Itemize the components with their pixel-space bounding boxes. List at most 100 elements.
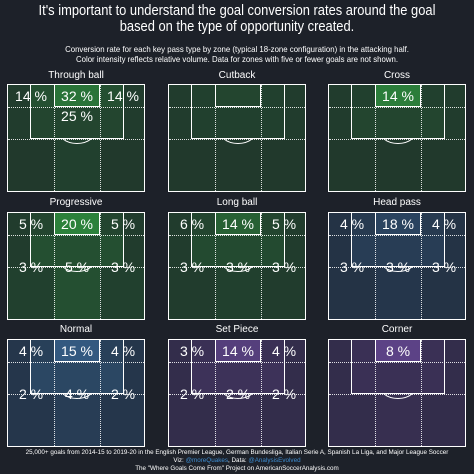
zone-center-mid bbox=[54, 267, 100, 319]
zone-goal-mouth bbox=[375, 85, 421, 107]
zone-goal-mouth bbox=[215, 213, 261, 235]
pitch-panel: 4 % 18 % 4 % 3 % 3 % 3 % bbox=[328, 212, 466, 320]
zone-value: 25 % bbox=[61, 108, 93, 124]
penalty-arc bbox=[62, 393, 92, 399]
zone-right-box bbox=[421, 340, 445, 362]
zone-divider bbox=[169, 394, 305, 395]
zone-right-mid bbox=[421, 267, 465, 319]
panel-title: Cross bbox=[383, 70, 411, 81]
zone-left-box bbox=[30, 213, 54, 235]
zone-value: 3 % bbox=[271, 259, 297, 275]
zone-value: 5 % bbox=[64, 259, 90, 275]
zone-goal-mouth bbox=[54, 213, 100, 235]
zone-divider bbox=[261, 213, 262, 319]
zone-goal-mouth bbox=[375, 213, 421, 235]
zone-divider bbox=[375, 213, 376, 319]
zone-right-box bbox=[100, 213, 124, 235]
footer-viz-handle[interactable]: @moreQuakes bbox=[185, 457, 229, 464]
zone-value: 15 % bbox=[61, 343, 93, 359]
zone-right-mid bbox=[421, 394, 465, 446]
zone-divider bbox=[215, 85, 216, 191]
zone-value: 5 % bbox=[271, 216, 297, 232]
zone-right-wide bbox=[124, 340, 144, 394]
zone-divider bbox=[329, 362, 465, 363]
zone-value: 14 % bbox=[222, 216, 254, 232]
zone-center-mid bbox=[375, 139, 421, 191]
zone-value: 4 % bbox=[431, 216, 457, 232]
zone-value: 3 % bbox=[339, 259, 365, 275]
pitch-panel: 4 % 15 % 4 % 2 % 4 % 2 % bbox=[7, 339, 145, 447]
zone-goal-mouth bbox=[215, 340, 261, 362]
penalty-arc-line bbox=[223, 266, 253, 272]
zone-right-wide bbox=[124, 213, 144, 267]
zone-divider bbox=[329, 235, 465, 236]
zone-value: 2 % bbox=[225, 386, 251, 402]
zone-right-wide bbox=[285, 85, 305, 139]
penalty-arc-line bbox=[223, 138, 253, 144]
zone-left-mid bbox=[169, 139, 215, 191]
zone-divider bbox=[100, 340, 101, 446]
zone-center-mid bbox=[215, 267, 261, 319]
penalty-box bbox=[191, 213, 285, 267]
zone-divider bbox=[215, 213, 216, 319]
title-line-2: based on the type of opportunity created… bbox=[119, 18, 355, 35]
zone-value: 3 % bbox=[385, 259, 411, 275]
zone-right-mid bbox=[261, 394, 305, 446]
zone-divider bbox=[169, 267, 305, 268]
zone-right-wide bbox=[285, 213, 305, 267]
footer-line-3: The "Where Goals Come From" Project on A… bbox=[135, 465, 339, 472]
zone-value: 14 % bbox=[382, 88, 414, 104]
zone-right-box bbox=[261, 340, 285, 362]
footer-data-handle[interactable]: @AnalysisEvolved bbox=[248, 457, 301, 464]
zone-divider bbox=[169, 107, 305, 108]
zone-value: 2 % bbox=[179, 386, 205, 402]
panel-title: Head pass bbox=[373, 197, 421, 208]
penalty-box bbox=[30, 85, 124, 139]
penalty-arc bbox=[383, 138, 413, 144]
zone-right-box bbox=[421, 213, 445, 235]
zone-value: 4 % bbox=[18, 343, 44, 359]
zone-divider bbox=[329, 107, 465, 108]
zone-value: 3 % bbox=[18, 259, 44, 275]
zone-right-box bbox=[421, 85, 445, 107]
zone-divider bbox=[261, 85, 262, 191]
zone-left-mid bbox=[8, 267, 54, 319]
zone-divider bbox=[421, 85, 422, 191]
zone-right-box bbox=[261, 85, 285, 107]
zone-value: 18 % bbox=[382, 216, 414, 232]
zone-center-top-box bbox=[351, 235, 445, 267]
penalty-arc bbox=[383, 266, 413, 272]
zone-right-mid bbox=[261, 139, 305, 191]
zone-value: 3 % bbox=[431, 259, 457, 275]
zone-divider bbox=[54, 340, 55, 446]
zone-left-box bbox=[351, 85, 375, 107]
zone-value: 5 % bbox=[18, 216, 44, 232]
panel-title: Set Piece bbox=[215, 324, 259, 335]
zone-center-mid bbox=[375, 267, 421, 319]
zone-left-wide bbox=[169, 85, 191, 139]
subtitle-line-2: Color intensity reflects relative volume… bbox=[75, 54, 399, 64]
zone-divider bbox=[329, 267, 465, 268]
subtitle-line-1: Conversion rate for each key pass type b… bbox=[65, 44, 409, 54]
zone-left-mid bbox=[169, 267, 215, 319]
penalty-arc bbox=[223, 393, 253, 399]
panel-title: Corner bbox=[381, 324, 413, 335]
zone-right-mid bbox=[100, 267, 144, 319]
zone-divider bbox=[8, 107, 144, 108]
zone-center-top-box bbox=[30, 235, 124, 267]
zone-divider bbox=[54, 85, 55, 191]
penalty-box bbox=[351, 340, 445, 394]
penalty-arc bbox=[383, 393, 413, 399]
zone-divider bbox=[169, 235, 305, 236]
panel-title: Progressive bbox=[49, 197, 103, 208]
zone-right-mid bbox=[100, 394, 144, 446]
zone-left-box bbox=[191, 340, 215, 362]
panel-title: Cutback bbox=[218, 70, 256, 81]
zone-value: 2 % bbox=[110, 386, 136, 402]
zone-value: 2 % bbox=[18, 386, 44, 402]
zone-right-wide bbox=[445, 213, 465, 267]
zone-value: 14 % bbox=[107, 88, 139, 104]
zone-divider bbox=[215, 340, 216, 446]
zone-right-mid bbox=[421, 139, 465, 191]
chart-title: It's important to understand the goal co… bbox=[33, 3, 441, 35]
